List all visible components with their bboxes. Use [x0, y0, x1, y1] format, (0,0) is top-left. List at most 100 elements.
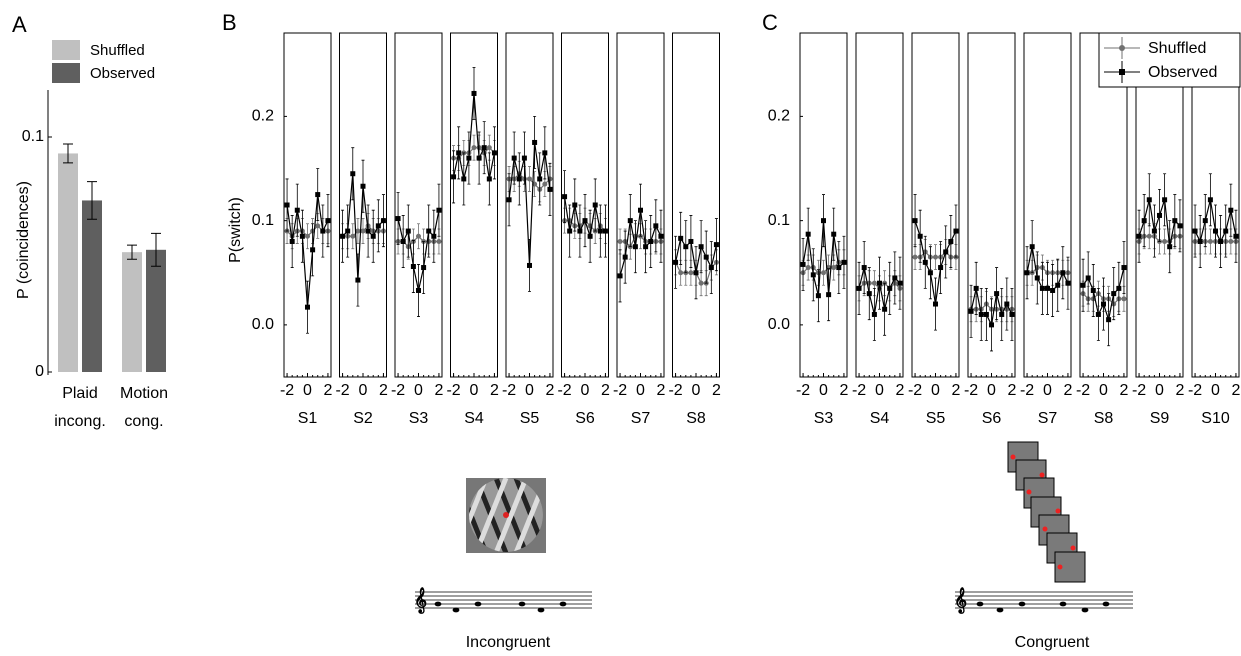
marker: [315, 223, 321, 229]
marker: [1151, 228, 1157, 234]
marker: [542, 181, 548, 187]
marker: [1106, 317, 1112, 323]
marker: [638, 207, 643, 213]
y-tick-label: 0.1: [768, 212, 790, 229]
error-bar: [87, 181, 97, 220]
marker: [1162, 238, 1168, 244]
marker: [471, 90, 477, 96]
x-tick-label: -2: [668, 382, 682, 399]
marker: [587, 233, 593, 239]
subplot-frame: [672, 32, 720, 378]
staff-incongruent: 𝄞: [414, 586, 592, 613]
subplot-label: S5: [520, 410, 540, 427]
marker: [617, 238, 623, 244]
marker: [703, 254, 709, 260]
marker: [506, 197, 512, 203]
subplot-label: S3: [409, 410, 429, 427]
bar: [58, 153, 78, 372]
bar: [82, 200, 102, 372]
marker: [688, 238, 694, 244]
marker: [1039, 285, 1045, 291]
marker: [456, 150, 462, 156]
x-tick-label: -2: [557, 382, 571, 399]
marker: [320, 228, 326, 234]
svg-text:𝄞: 𝄞: [954, 587, 967, 613]
marker: [471, 145, 477, 151]
x-tick-label: 0: [414, 382, 423, 399]
marker: [933, 254, 938, 260]
marker: [877, 280, 882, 286]
subplot-label: S9: [1150, 410, 1170, 427]
x-tick-label: -2: [502, 382, 516, 399]
marker: [1024, 270, 1030, 276]
marker: [1218, 238, 1224, 244]
marker: [688, 270, 694, 276]
marker: [943, 249, 949, 255]
marker: [866, 291, 872, 297]
panel-letter: C: [762, 10, 778, 35]
marker: [989, 322, 994, 328]
x-tick-label: -2: [335, 382, 349, 399]
marker: [527, 262, 532, 268]
legend-marker: [1119, 45, 1125, 51]
x-tick-label: 0: [692, 382, 701, 399]
marker: [1121, 265, 1127, 271]
marker: [882, 306, 888, 312]
marker: [836, 265, 842, 271]
marker: [643, 244, 649, 250]
subplot-label: S5: [926, 410, 946, 427]
x-tick-label: 0: [470, 382, 479, 399]
marker: [983, 311, 989, 317]
x-tick-label: 2: [545, 382, 554, 399]
x-tick-label: 0: [359, 382, 368, 399]
marker: [1136, 233, 1142, 239]
marker: [1065, 280, 1071, 286]
x-tick-label: 2: [951, 382, 960, 399]
marker: [917, 233, 923, 239]
marker: [289, 238, 295, 244]
marker: [953, 228, 959, 234]
marker: [1207, 238, 1213, 244]
marker: [1045, 285, 1050, 291]
marker: [678, 235, 684, 241]
x-tick-label: 0: [581, 382, 590, 399]
marker: [933, 301, 938, 307]
marker: [532, 139, 538, 145]
marker: [1167, 244, 1173, 250]
marker: [310, 247, 316, 253]
marker: [1228, 238, 1234, 244]
x-tick-label: 2: [1063, 382, 1072, 399]
marker: [592, 202, 598, 208]
marker: [305, 233, 310, 239]
marker: [632, 244, 638, 250]
y-tick-label: 0.2: [768, 108, 790, 125]
x-tick-label: 2: [656, 382, 665, 399]
x-tick-label: 0: [931, 382, 940, 399]
marker: [999, 311, 1005, 317]
panel-letter: B: [222, 10, 237, 35]
marker: [892, 275, 898, 281]
legend-label: Observed: [1148, 64, 1217, 81]
marker: [912, 218, 918, 224]
x-tick-label: 2: [601, 382, 610, 399]
subplot-frame: [394, 32, 443, 378]
marker: [416, 287, 421, 293]
marker: [451, 174, 457, 180]
marker: [693, 270, 699, 276]
marker: [1009, 311, 1015, 317]
marker: [810, 272, 816, 278]
marker: [805, 231, 811, 237]
marker: [826, 292, 832, 298]
x-tick-label: -2: [613, 382, 627, 399]
marker: [897, 280, 903, 286]
marker: [436, 238, 442, 244]
error-bar: [127, 244, 137, 260]
marker: [350, 171, 356, 177]
legend-label: Observed: [90, 65, 155, 82]
marker: [994, 291, 1000, 297]
marker: [938, 265, 944, 271]
marker: [1233, 233, 1239, 239]
legend-label: Shuffled: [1148, 40, 1206, 57]
legend-swatch: [52, 63, 80, 83]
marker: [1085, 275, 1091, 281]
